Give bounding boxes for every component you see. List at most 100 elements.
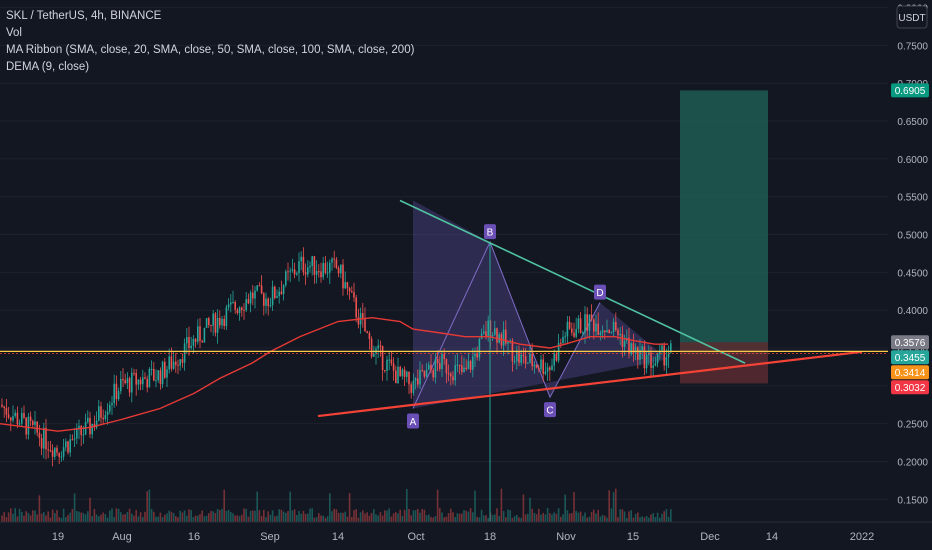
volume-bar bbox=[320, 515, 322, 522]
volume-bar bbox=[630, 510, 632, 522]
volume-bar bbox=[21, 511, 23, 522]
volume-bar bbox=[454, 516, 456, 522]
volume-bar bbox=[201, 510, 203, 522]
volume-bar bbox=[223, 489, 225, 522]
volume-bar bbox=[38, 495, 41, 522]
volume-bar bbox=[280, 509, 283, 522]
volume-bar bbox=[67, 514, 69, 522]
candle-body bbox=[249, 292, 252, 304]
volume-bar bbox=[639, 517, 641, 522]
candle-body bbox=[32, 421, 34, 425]
price-tag: 0.3576 bbox=[895, 338, 926, 349]
pattern-label-c: C bbox=[546, 406, 553, 417]
candle-body bbox=[520, 354, 522, 363]
candle-body bbox=[148, 368, 151, 388]
volume-bar bbox=[623, 511, 626, 522]
candle-body bbox=[243, 309, 245, 311]
candle-body bbox=[10, 417, 12, 421]
volume-bar bbox=[113, 517, 115, 522]
volume-bar bbox=[166, 513, 168, 522]
candle-body bbox=[76, 428, 78, 439]
price-tick: 0.7500 bbox=[897, 41, 928, 52]
candle-body bbox=[16, 412, 19, 425]
price-tag: 0.6905 bbox=[895, 86, 926, 97]
candle-body bbox=[351, 291, 353, 293]
candle-body bbox=[397, 366, 399, 384]
legend-ma-ribbon[interactable]: MA Ribbon (SMA, close, 20, SMA, close, 5… bbox=[6, 44, 415, 56]
candle-body bbox=[205, 318, 208, 328]
pattern-labels: A B C D bbox=[407, 224, 606, 429]
candle-body bbox=[575, 328, 577, 337]
volume-bar bbox=[579, 511, 582, 522]
volume-bar bbox=[225, 510, 228, 522]
volume-bar bbox=[399, 509, 401, 522]
volume-bar bbox=[575, 511, 577, 522]
candle-body bbox=[82, 434, 85, 436]
candle-body bbox=[610, 331, 613, 333]
volume-bar bbox=[311, 508, 313, 522]
volume-bar bbox=[346, 516, 349, 522]
candle-body bbox=[652, 365, 654, 368]
candle-body bbox=[137, 379, 140, 385]
volume-bar bbox=[54, 513, 56, 522]
volume-bar bbox=[478, 517, 481, 522]
legend-volume[interactable]: Vol bbox=[6, 27, 22, 39]
position-zones bbox=[680, 90, 768, 384]
volume-bar bbox=[205, 515, 208, 522]
volume-bar bbox=[357, 517, 360, 522]
candle-body bbox=[98, 406, 100, 421]
volume-bar bbox=[104, 514, 107, 522]
candle-body bbox=[487, 320, 489, 338]
volume-bar bbox=[153, 511, 155, 522]
candle-body bbox=[406, 371, 408, 377]
candle-body bbox=[274, 286, 276, 299]
volume-bar bbox=[333, 508, 335, 522]
volume-bar bbox=[307, 513, 309, 522]
candle-body bbox=[298, 261, 300, 274]
volume-bar bbox=[414, 510, 417, 522]
candle-body bbox=[518, 351, 520, 363]
volume-bar bbox=[582, 515, 584, 522]
volume-bar bbox=[555, 513, 558, 522]
candle-body bbox=[337, 267, 340, 274]
volume-bar bbox=[483, 515, 485, 522]
candle-body bbox=[293, 269, 296, 275]
volume-bar bbox=[390, 516, 393, 522]
volume-bar bbox=[373, 509, 375, 522]
candle-body bbox=[601, 330, 604, 333]
volume-bar bbox=[522, 494, 525, 522]
candle-body bbox=[247, 299, 250, 304]
volume-bar bbox=[663, 511, 665, 522]
volume-bar bbox=[179, 510, 181, 522]
volume-bar bbox=[659, 517, 661, 522]
candle-body bbox=[260, 285, 263, 294]
candle-body bbox=[329, 262, 331, 273]
volume-bar bbox=[410, 515, 412, 522]
volume-bar bbox=[282, 511, 285, 522]
volume-bar bbox=[260, 515, 263, 522]
candle-body bbox=[593, 319, 595, 332]
volume-bar bbox=[5, 517, 8, 522]
candle-body bbox=[326, 272, 329, 274]
candle-body bbox=[150, 368, 153, 370]
volume-bar bbox=[403, 509, 406, 522]
candle-body bbox=[410, 384, 412, 393]
candle-body bbox=[568, 321, 571, 329]
candle-body bbox=[516, 351, 518, 362]
candle-body bbox=[529, 353, 531, 363]
candle-body bbox=[538, 367, 540, 370]
volume-bar bbox=[353, 510, 355, 522]
candle-body bbox=[465, 367, 467, 370]
volume-bar bbox=[445, 516, 448, 522]
volume-bar bbox=[472, 512, 474, 522]
candle-body bbox=[377, 345, 379, 349]
volume-bar bbox=[199, 514, 201, 522]
volume-bar bbox=[111, 508, 113, 522]
volume-bar bbox=[115, 508, 118, 522]
volume-bar bbox=[375, 514, 377, 522]
candle-body bbox=[469, 361, 472, 370]
candle-body bbox=[128, 378, 131, 393]
legend-symbol[interactable]: SKL / TetherUS, 4h, BINANCE bbox=[6, 10, 162, 22]
legend-dema[interactable]: DEMA (9, close) bbox=[6, 61, 90, 73]
